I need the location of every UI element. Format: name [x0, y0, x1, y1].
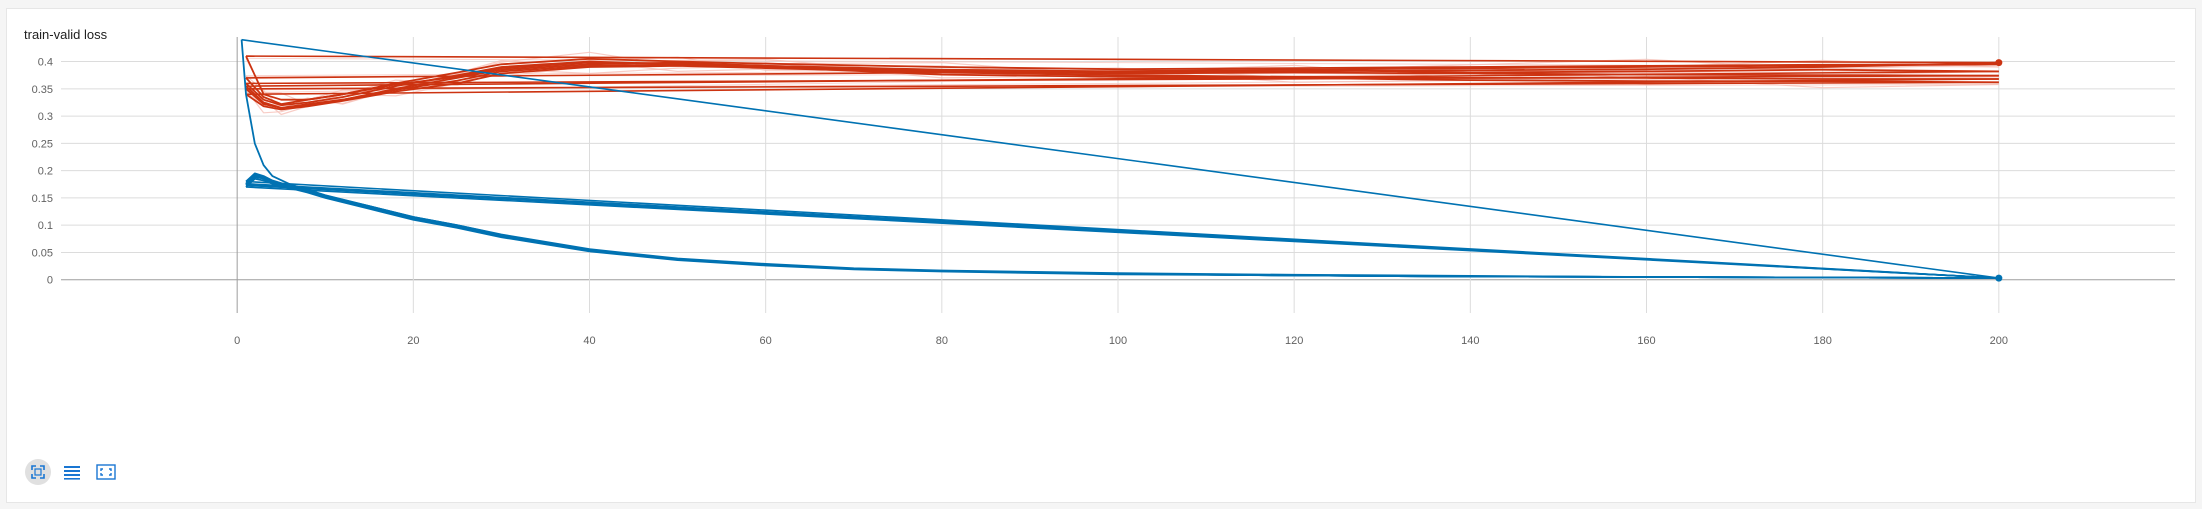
x-tick-label: 0 — [234, 335, 240, 347]
x-tick-label: 140 — [1461, 335, 1479, 347]
valid-series-connector — [245, 63, 1999, 79]
fit-domain-icon — [31, 465, 45, 479]
chart-title: train-valid loss — [24, 27, 108, 42]
train-series-connector — [241, 38, 1999, 279]
y-tick-label: 0.1 — [38, 220, 53, 232]
train-series-connector — [245, 182, 1999, 279]
train-series-line — [245, 175, 1999, 279]
y-tick-label: 0.25 — [32, 138, 53, 150]
data-table-icon — [64, 466, 80, 480]
valid-series-line — [245, 65, 1999, 111]
series-group — [240, 38, 1999, 279]
x-tick-label: 180 — [1813, 335, 1831, 347]
train-endpoint-marker — [1995, 274, 2003, 282]
x-tick-label: 20 — [407, 335, 419, 347]
valid-series-connector — [245, 81, 1999, 90]
x-tick-label: 80 — [936, 335, 948, 347]
x-tick-label: 100 — [1109, 335, 1127, 347]
x-tick-label: 120 — [1285, 335, 1303, 347]
y-tick-label: 0.35 — [32, 84, 53, 96]
fit-domain-button[interactable] — [25, 459, 51, 485]
y-tick-label: 0.4 — [38, 57, 53, 69]
x-tick-label: 40 — [583, 335, 595, 347]
y-tick-label: 0.15 — [32, 193, 53, 205]
y-tick-label: 0 — [47, 275, 53, 287]
data-table-button[interactable] — [59, 459, 85, 485]
y-tick-label: 0.2 — [38, 166, 53, 178]
toggle-y-axis-icon — [96, 464, 116, 480]
train-series-line — [245, 174, 1999, 279]
train-series-line — [245, 174, 1999, 279]
y-tick-label: 0.3 — [38, 111, 53, 123]
valid-series-connector — [245, 74, 1999, 85]
valid-series-line — [245, 63, 1999, 109]
chart-toolbar — [25, 459, 119, 485]
valid-series-line — [245, 55, 1999, 101]
x-tick-label: 200 — [1990, 335, 2008, 347]
valid-endpoint-marker — [1995, 59, 2003, 67]
x-tick-label: 160 — [1637, 335, 1655, 347]
train-series-line — [245, 172, 1999, 279]
valid-series-connector — [245, 55, 1999, 64]
y-tick-label: 0.05 — [32, 247, 53, 259]
train-series-line — [245, 172, 1999, 279]
chart-card: train-valid loss 0 0.05 0.1 0.15 0.2 0.25 0.3 0… — [6, 8, 2196, 503]
toggle-y-axis-button[interactable] — [93, 459, 119, 485]
x-tick-label: 60 — [760, 335, 772, 347]
line-chart[interactable]: 0 0.05 0.1 0.15 0.2 0.25 0.3 0.35 0.4 0 20 40 60 80 10… — [7, 9, 2197, 504]
train-series-line — [245, 175, 1999, 279]
grid — [61, 37, 2175, 313]
